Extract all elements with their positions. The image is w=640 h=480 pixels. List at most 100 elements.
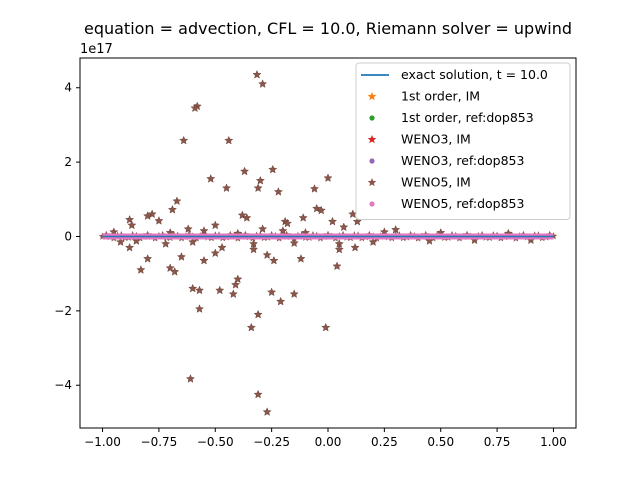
weno5-im-point bbox=[249, 244, 259, 254]
weno5-im-point bbox=[215, 285, 225, 295]
weno5-im-point bbox=[289, 289, 299, 298]
weno5-im-point bbox=[368, 237, 378, 246]
y-tick-label: −2 bbox=[54, 304, 72, 318]
weno5-im-point bbox=[352, 216, 362, 226]
y-offset-label: 1e17 bbox=[80, 42, 113, 57]
weno5-im-point bbox=[195, 304, 204, 313]
weno5-im-point bbox=[268, 164, 278, 174]
y-axis: −4 −2 0 2 4 bbox=[54, 81, 80, 392]
legend-label: 1st order, ref:dop853 bbox=[401, 110, 534, 125]
weno5-im-point bbox=[246, 322, 256, 332]
weno5-im-point bbox=[154, 216, 164, 225]
weno5-im-point bbox=[391, 225, 401, 234]
weno5-im-point bbox=[242, 213, 252, 222]
x-tick-label: −1.00 bbox=[84, 435, 121, 449]
legend-swatch bbox=[369, 201, 375, 207]
weno5-im-point bbox=[253, 389, 263, 399]
legend-swatch bbox=[367, 92, 377, 101]
x-tick-label: −0.25 bbox=[253, 435, 290, 449]
y-tick-label: 4 bbox=[64, 81, 72, 95]
weno5-im-point bbox=[143, 254, 153, 263]
weno5-im-point bbox=[273, 187, 283, 196]
weno5-im-point bbox=[167, 204, 177, 214]
weno5-im-point bbox=[262, 250, 272, 259]
weno5-im-point bbox=[206, 174, 216, 183]
weno5-im-point bbox=[424, 236, 434, 245]
weno5-im-point bbox=[161, 239, 171, 248]
legend-swatch bbox=[367, 178, 377, 187]
legend-label: 1st order, IM bbox=[401, 89, 480, 104]
legend-label: WENO5, IM bbox=[401, 175, 471, 190]
weno5-im-point bbox=[222, 183, 232, 192]
x-tick-label: 0.25 bbox=[371, 435, 398, 449]
weno5-im-point bbox=[143, 211, 153, 220]
legend-swatch bbox=[367, 135, 377, 144]
weno5-im-point bbox=[321, 322, 331, 332]
weno5-im-point bbox=[289, 238, 299, 247]
weno5-im-point bbox=[183, 224, 193, 233]
x-tick-label: 0.75 bbox=[484, 435, 511, 449]
weno5-im-point bbox=[228, 289, 238, 298]
weno5-im-point bbox=[262, 407, 272, 416]
x-tick-label: 0.50 bbox=[427, 435, 454, 449]
weno5-im-point bbox=[334, 244, 344, 254]
x-tick-label: 1.00 bbox=[540, 435, 567, 449]
weno5-im-point bbox=[231, 280, 241, 289]
weno5-im-point bbox=[199, 226, 209, 235]
legend-swatch bbox=[369, 115, 375, 121]
weno5-im-point bbox=[269, 255, 279, 265]
weno5-im-point bbox=[188, 237, 198, 246]
weno5-im-point bbox=[185, 374, 195, 383]
legend-label: exact solution, t = 10.0 bbox=[401, 67, 548, 82]
chart-title: equation = advection, CFL = 10.0, Rieman… bbox=[84, 19, 572, 38]
legend-swatch bbox=[369, 158, 375, 164]
weno5-im-point bbox=[188, 283, 198, 293]
weno5-im-point bbox=[179, 135, 189, 145]
weno5-im-point bbox=[252, 70, 262, 79]
weno5-im-point bbox=[210, 220, 220, 230]
weno5-im-point bbox=[309, 184, 319, 193]
weno5-im-point bbox=[255, 175, 265, 185]
weno5-im-point bbox=[127, 220, 137, 230]
plot-marks bbox=[98, 70, 558, 416]
weno5-im-point bbox=[332, 261, 342, 271]
weno5-im-point bbox=[298, 213, 308, 222]
weno5-im-point bbox=[240, 166, 250, 176]
weno5-im-point bbox=[170, 267, 180, 276]
legend-label: WENO3, ref:dop853 bbox=[401, 153, 524, 168]
weno5-im-point bbox=[282, 218, 292, 228]
x-axis: −1.00 −0.75 −0.50 −0.25 0.00 0.25 0.50 0.75 1.00 bbox=[84, 428, 567, 449]
y-tick-label: −4 bbox=[54, 378, 72, 392]
weno5-im-point bbox=[316, 205, 326, 215]
weno5-im-point bbox=[350, 242, 360, 252]
x-tick-label: −0.75 bbox=[141, 435, 178, 449]
legend-label: WENO3, IM bbox=[401, 132, 471, 147]
weno5-im-point bbox=[210, 248, 220, 258]
weno5-im-point bbox=[131, 236, 141, 245]
weno5-im-point bbox=[296, 254, 306, 263]
weno5-im-point bbox=[176, 252, 186, 261]
weno5-im-point bbox=[195, 285, 204, 295]
weno5-im-point bbox=[190, 103, 200, 113]
y-tick-label: 2 bbox=[64, 155, 72, 169]
weno5-im-point bbox=[323, 173, 333, 182]
weno5-im-point bbox=[258, 224, 268, 233]
weno5-im-point bbox=[253, 183, 263, 192]
weno5-im-point bbox=[224, 135, 234, 145]
weno5-im-point bbox=[165, 263, 175, 272]
legend: exact solution, t = 10.0 1st order, IM 1st… bbox=[355, 62, 571, 220]
y-tick-label: 0 bbox=[64, 229, 72, 243]
weno5-im-point bbox=[278, 226, 288, 235]
legend-label: WENO5, ref:dop853 bbox=[401, 196, 524, 211]
weno5-im-point bbox=[258, 79, 268, 88]
weno5-im-point bbox=[125, 242, 135, 252]
weno5-im-point bbox=[172, 196, 182, 205]
weno5-im-point bbox=[217, 242, 227, 252]
weno5-im-point bbox=[339, 222, 349, 232]
x-tick-label: −0.50 bbox=[197, 435, 234, 449]
weno5-im-point bbox=[267, 287, 277, 297]
weno5-im-point bbox=[276, 296, 286, 306]
weno5-im-point bbox=[253, 309, 263, 319]
weno5-im-point bbox=[136, 265, 146, 274]
weno5-im-point bbox=[199, 255, 209, 265]
